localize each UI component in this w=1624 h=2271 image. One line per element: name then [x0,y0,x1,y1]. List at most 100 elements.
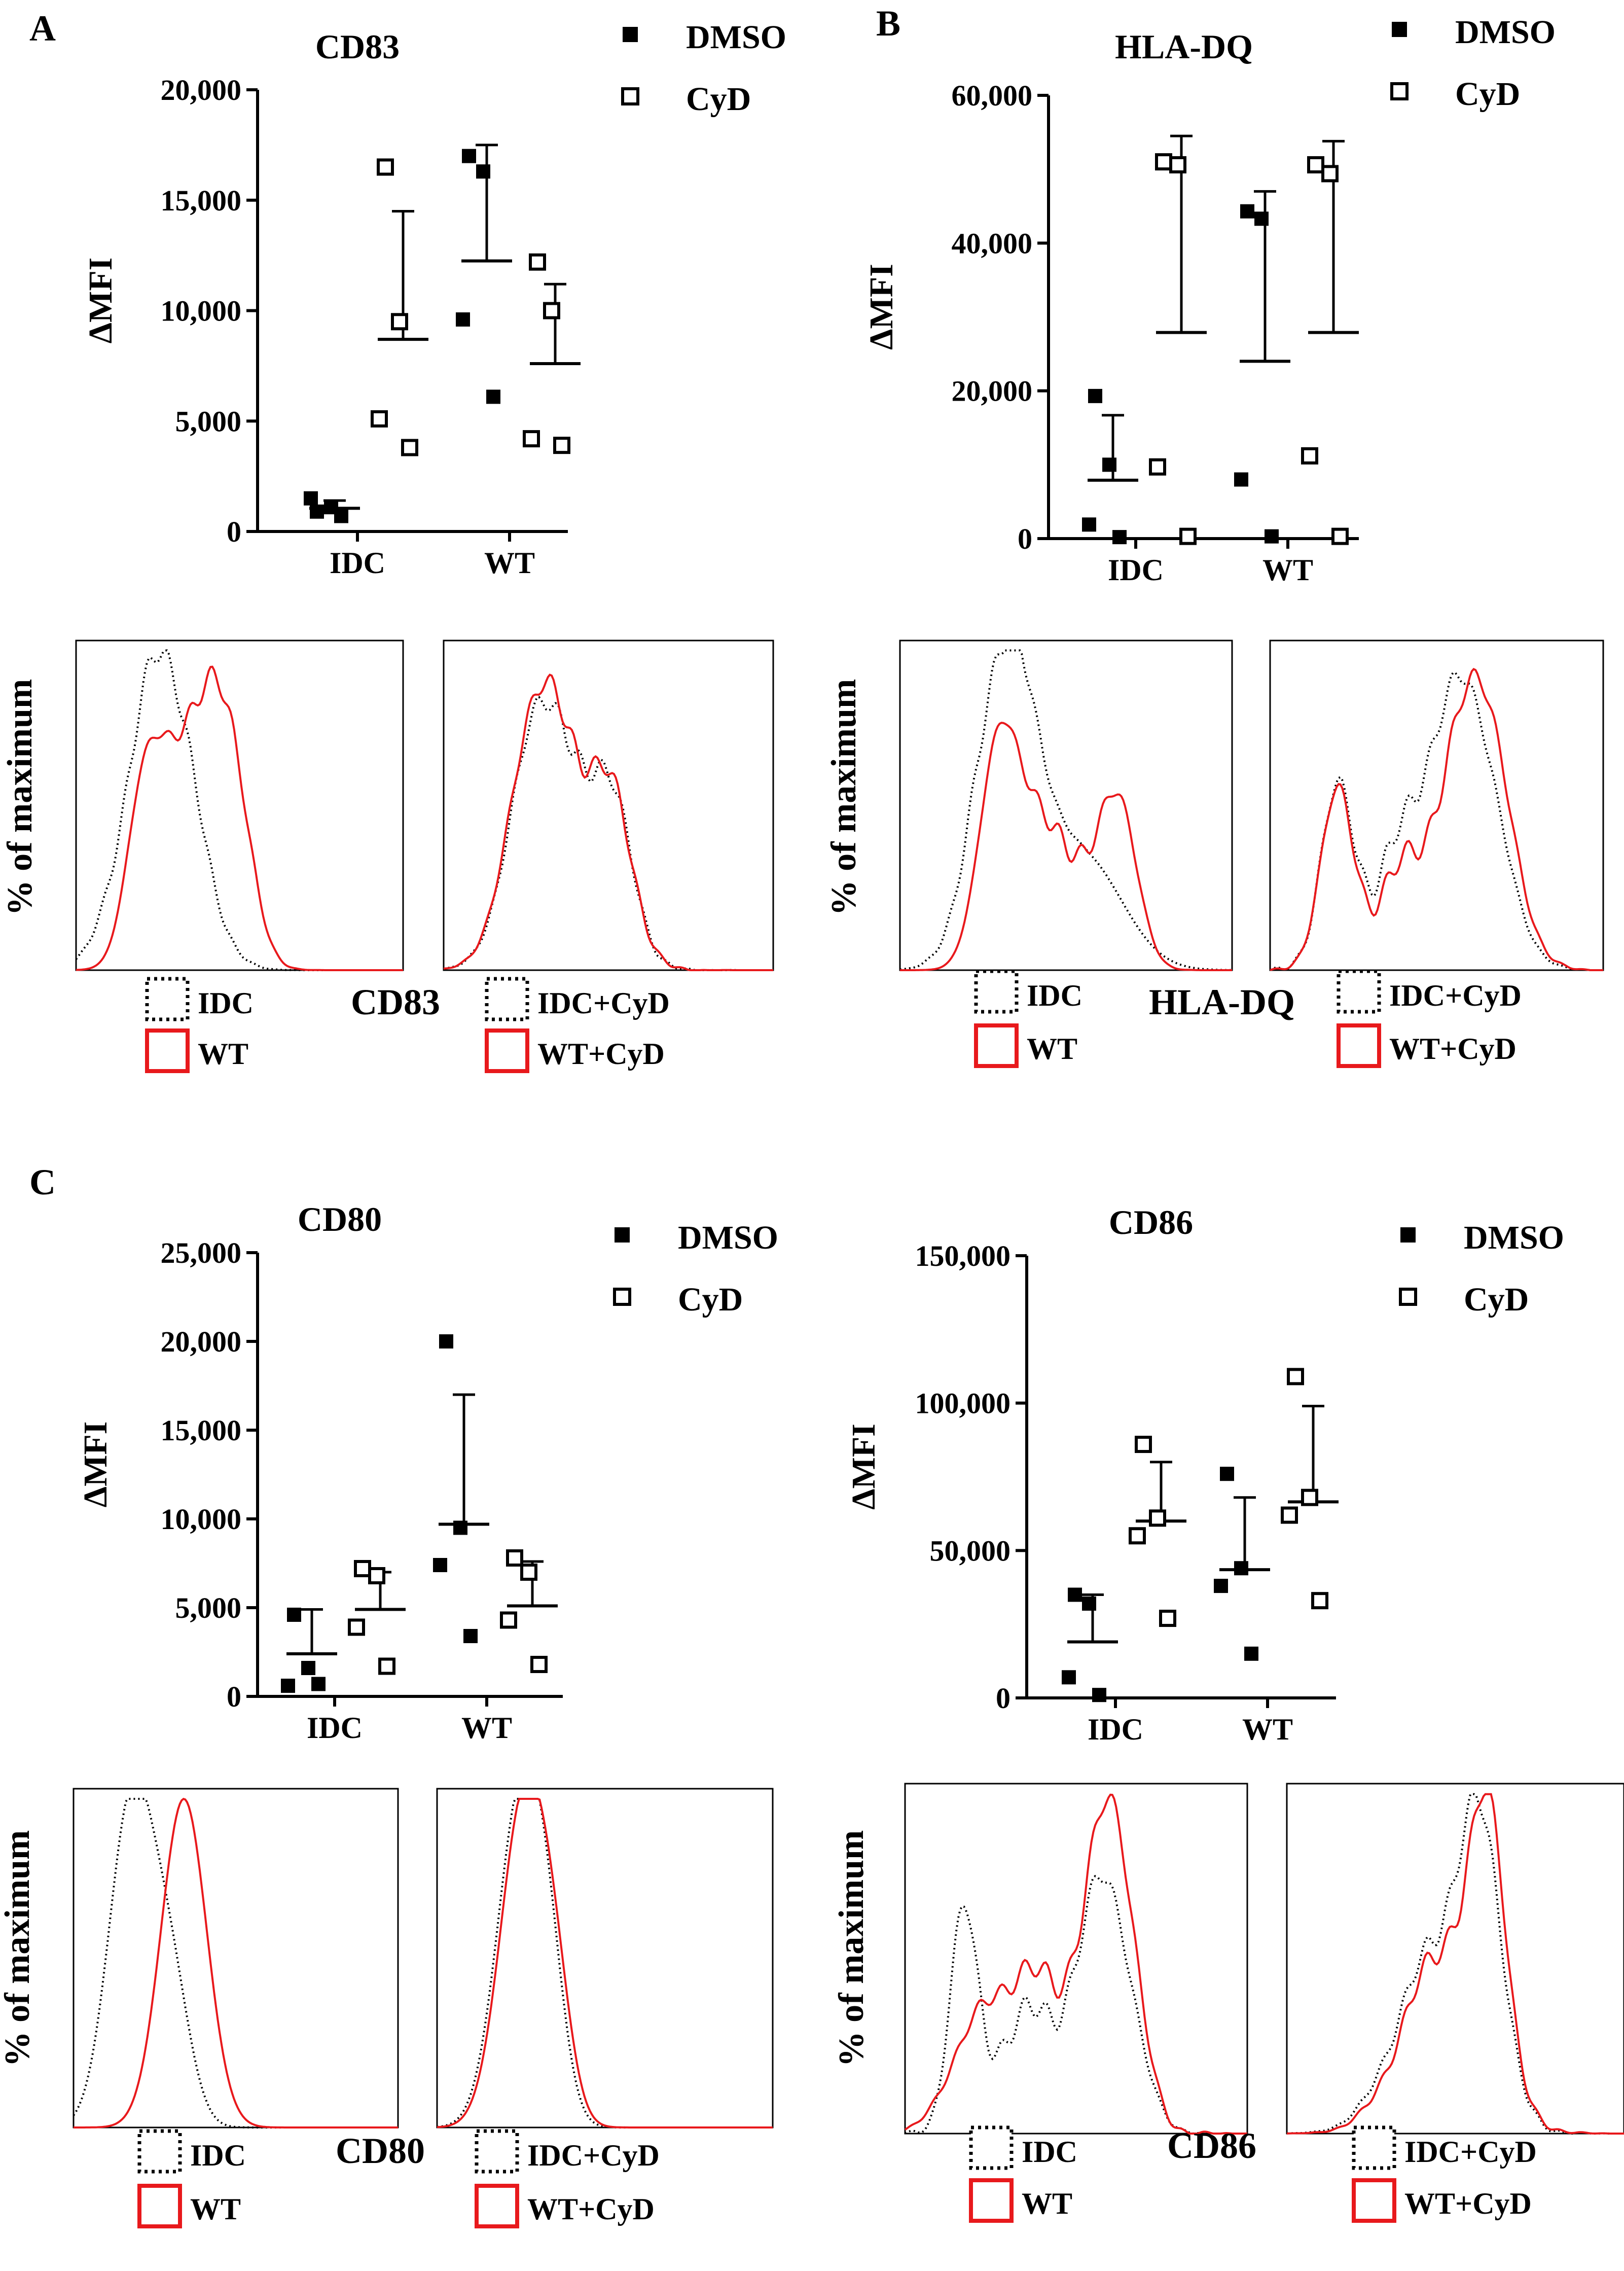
histogram-idc-curve [899,649,1232,971]
legend-dmso-marker [1392,22,1407,37]
histogram-group-1 [899,640,1604,1068]
data-point-dmso [439,1334,453,1349]
data-point-dmso [463,1629,478,1643]
data-point-cyd [1281,1506,1298,1524]
data-point-cyd [529,253,546,271]
legend-wt-swatch [969,2178,1014,2223]
data-point-dmso [456,312,470,327]
y-axis-label: ΔMFI [82,258,119,344]
legend-dmso-marker [623,27,638,42]
y-axis-label: ΔMFI [77,1422,114,1508]
dot-plot-1 [1037,22,1409,549]
legend-cyd-marker [1390,82,1409,100]
x-tick-label: WT [1242,1713,1293,1746]
histogram-frame [1286,1783,1624,2135]
histogram-wt-curve [437,1798,773,2128]
data-point-dmso [287,1608,301,1622]
data-point-dmso [304,491,318,506]
plot-title: CD80 [298,1200,382,1238]
data-point-dmso [310,504,324,519]
legend-cyd-label: CyD [686,81,751,118]
data-point-dmso [334,509,348,523]
data-point-cyd [368,1567,385,1584]
x-tick-label: WT [1262,553,1313,587]
data-point-cyd [1331,527,1349,545]
data-point-dmso [453,1520,467,1535]
data-point-cyd [354,1560,371,1577]
legend-label: IDC+CyD [1404,2135,1537,2169]
dot-plot-2 [246,1227,631,1707]
x-tick-label: WT [484,546,535,580]
legend-cyd-label: CyD [1464,1281,1529,1318]
histogram-group-3 [904,1783,1624,2223]
data-point-cyd [401,439,418,456]
y-tick-label: 150,000 [915,1239,1011,1272]
y-tick-label: 20,000 [161,74,242,107]
data-point-cyd [1307,156,1324,173]
legend-label: WT [1027,1032,1077,1066]
histogram-idc-curve [1270,671,1604,971]
data-point-dmso [1234,1561,1248,1576]
data-point-cyd [500,1611,517,1629]
y-tick-label: 100,000 [915,1387,1011,1420]
legend-label: IDC [198,986,254,1020]
data-point-dmso [1254,211,1269,226]
legend-dmso-label: DMSO [686,19,786,56]
y-tick-label: 10,000 [161,295,242,328]
data-point-cyd [1311,1592,1328,1610]
panel-letter-B: B [876,3,900,44]
x-tick-label: IDC [1088,1713,1143,1746]
histogram-x-label: CD83 [351,982,440,1022]
y-tick-label: 10,000 [161,1503,242,1536]
data-point-cyd [391,313,408,331]
y-tick-label: 5,000 [175,405,242,438]
data-point-cyd [1149,458,1166,476]
legend-cyd-marker [613,1288,631,1306]
data-point-cyd [348,1618,365,1636]
data-point-cyd [553,437,570,454]
data-point-dmso [1092,1688,1106,1702]
histogram-y-label: % of maximum [824,679,863,916]
legend-cyd-marker [621,87,639,105]
data-point-cyd [378,1657,395,1675]
legend-dmso-marker [1400,1227,1416,1243]
histogram-frame [899,640,1233,971]
legend-idc-swatch [475,2129,519,2174]
histogram-y-label: % of maximum [1,679,40,916]
histogram-x-label: CD80 [336,2131,425,2171]
data-point-cyd [1159,1610,1176,1627]
legend-label: WT [190,2192,241,2226]
legend-dmso-label: DMSO [678,1219,778,1256]
y-tick-label: 20,000 [952,375,1033,408]
legend-label: WT+CyD [527,2192,655,2226]
plot-title: CD83 [315,27,400,66]
data-point-cyd [1135,1436,1152,1453]
legend-idc-swatch [969,2125,1014,2170]
legend-dmso-marker [615,1227,630,1243]
y-tick-label: 5,000 [175,1591,242,1624]
histogram-wt-curve [443,673,773,971]
legend-label: IDC [1022,2135,1077,2169]
legend-label: WT+CyD [1404,2187,1532,2220]
data-point-dmso [486,389,500,404]
y-tick-label: 25,000 [161,1236,242,1269]
dot-plot-3 [1016,1227,1417,1708]
data-point-dmso [301,1661,315,1675]
dot-plot-0 [246,27,639,542]
panel-letter-C: C [29,1162,56,1202]
x-tick-label: IDC [330,546,385,580]
histogram-frame [1269,640,1604,971]
y-tick-label: 50,000 [930,1534,1011,1567]
histogram-wt-curve [74,1797,398,2128]
legend-cyd-marker [1399,1288,1417,1306]
plot-title: HLA-DQ [1115,27,1253,66]
x-tick-label: IDC [307,1711,363,1745]
data-point-dmso [1068,1587,1082,1602]
data-point-cyd [1321,165,1339,183]
data-point-cyd [1155,153,1172,171]
histogram-wt-curve [76,665,403,971]
legend-idc-swatch [1352,2125,1396,2170]
legend-dmso-label: DMSO [1455,14,1556,51]
data-point-cyd [1169,156,1186,173]
